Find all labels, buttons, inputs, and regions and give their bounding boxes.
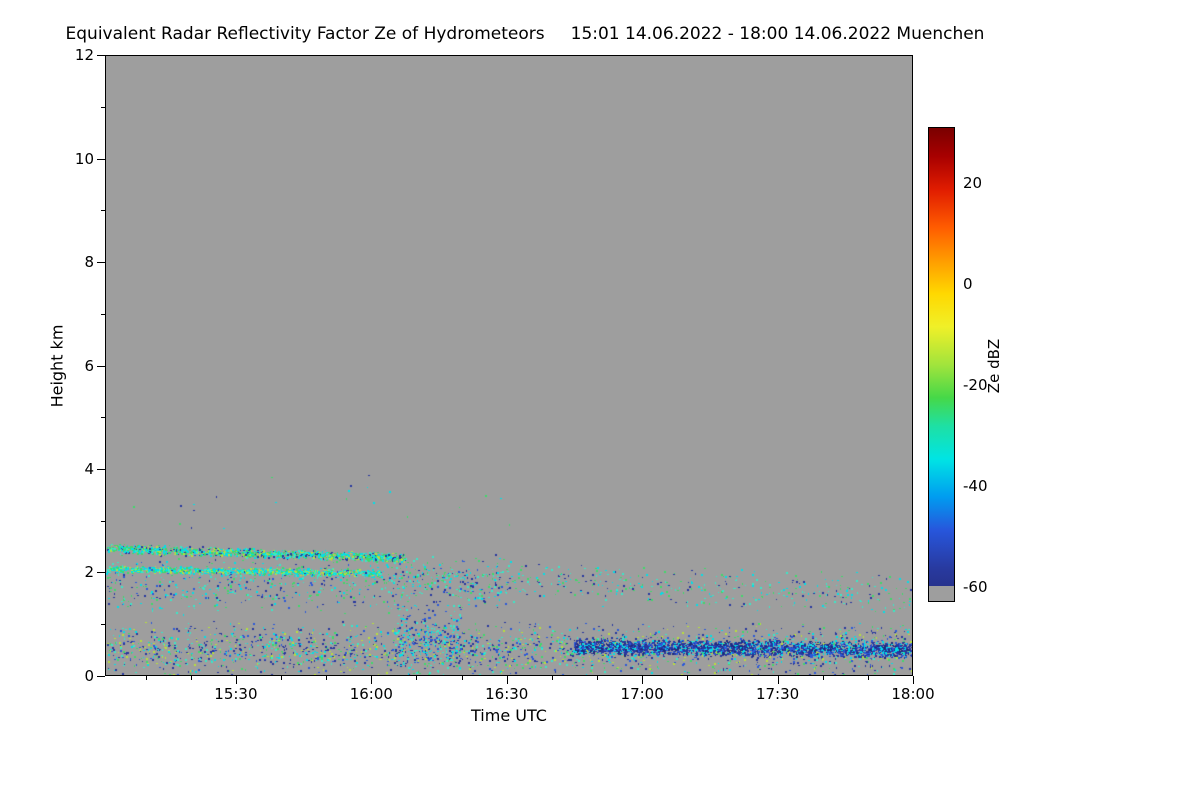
chart-title-range: 15:01 14.06.2022 - 18:00 14.06.2022 Muen… bbox=[570, 24, 985, 44]
x-minor-tick bbox=[190, 676, 192, 680]
y-tick-label: 10 bbox=[74, 149, 94, 168]
plot-area bbox=[105, 55, 913, 676]
y-tick bbox=[97, 572, 105, 574]
x-tick bbox=[913, 676, 914, 684]
colorbar-tick-label: -20 bbox=[963, 375, 988, 394]
radar-canvas bbox=[106, 56, 912, 675]
x-minor-tick bbox=[732, 676, 734, 680]
colorbar bbox=[928, 127, 955, 602]
x-minor-tick bbox=[867, 676, 869, 680]
chart-title-main: Equivalent Radar Reflectivity Factor Ze … bbox=[65, 24, 545, 44]
y-tick bbox=[97, 676, 105, 677]
y-tick-label: 12 bbox=[74, 46, 94, 64]
x-minor-tick bbox=[687, 676, 689, 680]
x-tick bbox=[235, 676, 237, 684]
y-tick-label: 4 bbox=[84, 460, 94, 479]
x-minor-tick bbox=[596, 676, 598, 680]
colorbar-tick-label: -60 bbox=[963, 577, 988, 596]
y-tick bbox=[97, 55, 105, 56]
x-tick bbox=[777, 676, 779, 684]
x-tick bbox=[642, 676, 644, 684]
y-tick bbox=[97, 469, 105, 471]
y-tick bbox=[97, 261, 105, 263]
x-minor-tick bbox=[551, 676, 553, 680]
colorbar-tick-label: 0 bbox=[963, 274, 973, 293]
x-tick-label: 17:00 bbox=[620, 685, 664, 703]
colorbar-tick-label: -40 bbox=[963, 476, 988, 495]
x-tick-label: 18:00 bbox=[891, 685, 935, 703]
y-tick-label: 0 bbox=[84, 667, 94, 685]
x-minor-tick bbox=[281, 676, 283, 680]
x-tick bbox=[506, 676, 508, 684]
x-minor-tick bbox=[416, 676, 418, 680]
x-minor-tick bbox=[326, 676, 328, 680]
y-tick-label: 2 bbox=[84, 563, 94, 582]
x-minor-tick bbox=[461, 676, 463, 680]
chart-title: Equivalent Radar Reflectivity Factor Ze … bbox=[0, 24, 1050, 44]
x-minor-tick bbox=[145, 676, 147, 680]
x-minor-tick bbox=[822, 676, 824, 680]
x-tick-label: 16:30 bbox=[485, 685, 529, 703]
y-axis-label: Height km bbox=[47, 324, 67, 408]
y-tick-label: 8 bbox=[84, 252, 94, 271]
y-tick-label: 6 bbox=[84, 356, 94, 375]
x-tick-label: 16:00 bbox=[349, 685, 393, 703]
x-tick-label: 17:30 bbox=[755, 685, 800, 703]
y-tick bbox=[97, 365, 105, 367]
x-tick-label: 15:30 bbox=[214, 685, 258, 703]
x-tick bbox=[371, 676, 373, 684]
colorbar-tick-label: 20 bbox=[963, 173, 983, 192]
y-tick bbox=[97, 158, 105, 160]
colorbar-label: Ze dBZ bbox=[985, 338, 1003, 394]
colorbar-gradient bbox=[929, 128, 954, 601]
x-axis-label: Time UTC bbox=[471, 706, 547, 725]
